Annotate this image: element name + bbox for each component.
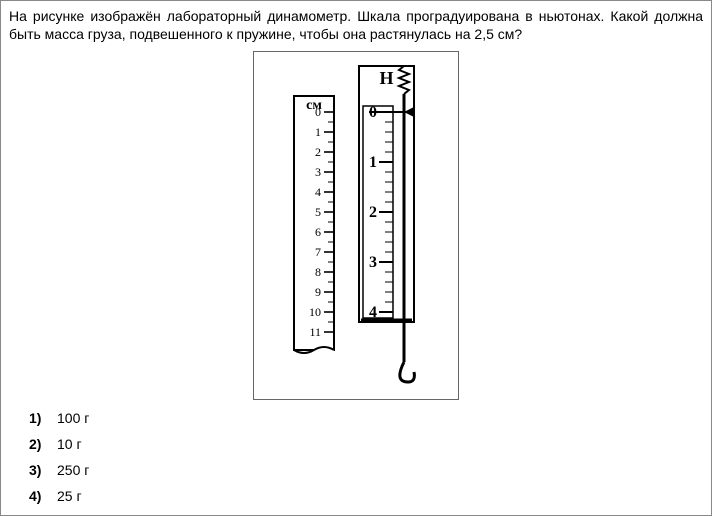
svg-text:3: 3 [315, 165, 321, 179]
svg-text:4: 4 [369, 304, 377, 321]
question-text: На рисунке изображён лабораторный динамо… [9, 7, 703, 43]
answer-option[interactable]: 1) 100 г [29, 410, 703, 426]
answer-num: 3) [29, 462, 57, 478]
svg-text:5: 5 [315, 205, 321, 219]
svg-text:1: 1 [369, 154, 377, 171]
answer-text: 25 г [57, 488, 82, 504]
answer-text: 100 г [57, 410, 89, 426]
figure-wrap: Н01234см01234567891011 [9, 51, 703, 400]
svg-text:2: 2 [369, 204, 377, 221]
answer-option[interactable]: 2) 10 г [29, 436, 703, 452]
svg-text:4: 4 [315, 185, 321, 199]
answer-text: 250 г [57, 462, 89, 478]
answer-num: 2) [29, 436, 57, 452]
svg-text:0: 0 [315, 105, 321, 119]
svg-text:7: 7 [315, 245, 321, 259]
answers-list: 1) 100 г 2) 10 г 3) 250 г 4) 25 г [9, 410, 703, 504]
answer-text: 10 г [57, 436, 82, 452]
svg-text:1: 1 [315, 125, 321, 139]
answer-num: 1) [29, 410, 57, 426]
page-root: На рисунке изображён лабораторный динамо… [0, 0, 712, 516]
svg-text:Н: Н [379, 68, 393, 88]
svg-text:10: 10 [309, 305, 321, 319]
svg-text:6: 6 [315, 225, 321, 239]
svg-text:2: 2 [315, 145, 321, 159]
svg-text:3: 3 [369, 254, 377, 271]
answer-option[interactable]: 3) 250 г [29, 462, 703, 478]
svg-text:11: 11 [309, 325, 321, 339]
dynamometer-figure: Н01234см01234567891011 [264, 62, 444, 392]
svg-text:9: 9 [315, 285, 321, 299]
svg-text:8: 8 [315, 265, 321, 279]
answer-option[interactable]: 4) 25 г [29, 488, 703, 504]
answer-num: 4) [29, 488, 57, 504]
figure-box: Н01234см01234567891011 [253, 51, 459, 400]
